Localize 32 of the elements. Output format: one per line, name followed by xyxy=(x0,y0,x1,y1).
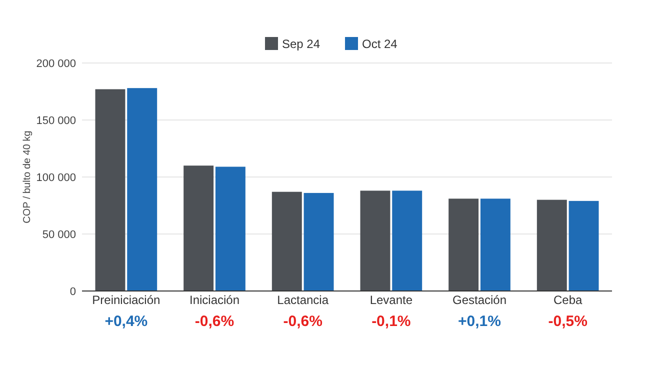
x-tick-label: Iniciación xyxy=(189,293,240,307)
y-tick-label: 200 000 xyxy=(36,58,76,70)
x-tick-label: Gestación xyxy=(452,293,507,307)
bar xyxy=(215,166,246,291)
text: -0,6% xyxy=(283,313,322,330)
y-tick-label: 50 000 xyxy=(42,228,76,241)
bar xyxy=(304,192,334,291)
text: +0,4% xyxy=(104,313,148,330)
legend-label: Oct 24 xyxy=(362,37,398,51)
bar xyxy=(360,190,390,291)
bar xyxy=(568,200,599,291)
legend-label: Sep 24 xyxy=(282,37,320,51)
x-tick-label: Ceba xyxy=(553,293,583,307)
bar xyxy=(448,198,479,291)
y-axis-title: COP / bulto de 40 kg xyxy=(22,130,33,224)
bar xyxy=(127,88,158,291)
bar xyxy=(95,89,126,291)
x-tick-label: Preiniciación xyxy=(92,293,160,307)
y-tick-label: 0 xyxy=(70,286,76,298)
text: -0,6% xyxy=(194,313,234,330)
y-tick-label: 150 000 xyxy=(36,114,76,127)
y-tick-label: 100 000 xyxy=(36,172,76,184)
bar xyxy=(184,166,214,291)
bar xyxy=(536,200,567,291)
x-tick-label: Levante xyxy=(370,293,413,307)
text: -0,5% xyxy=(548,313,588,330)
x-tick-label: Lactancia xyxy=(277,293,329,307)
text: +0,1% xyxy=(458,313,501,330)
text: -0,1% xyxy=(372,313,411,330)
bar xyxy=(272,192,302,291)
bar xyxy=(392,190,422,291)
bar xyxy=(480,198,510,291)
